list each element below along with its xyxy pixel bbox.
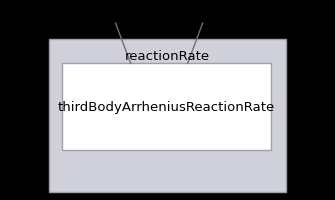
FancyBboxPatch shape	[49, 40, 286, 192]
Text: thirdBodyArrheniusReactionRate: thirdBodyArrheniusReactionRate	[58, 101, 275, 113]
FancyBboxPatch shape	[62, 64, 271, 150]
Text: reactionRate: reactionRate	[125, 50, 210, 62]
